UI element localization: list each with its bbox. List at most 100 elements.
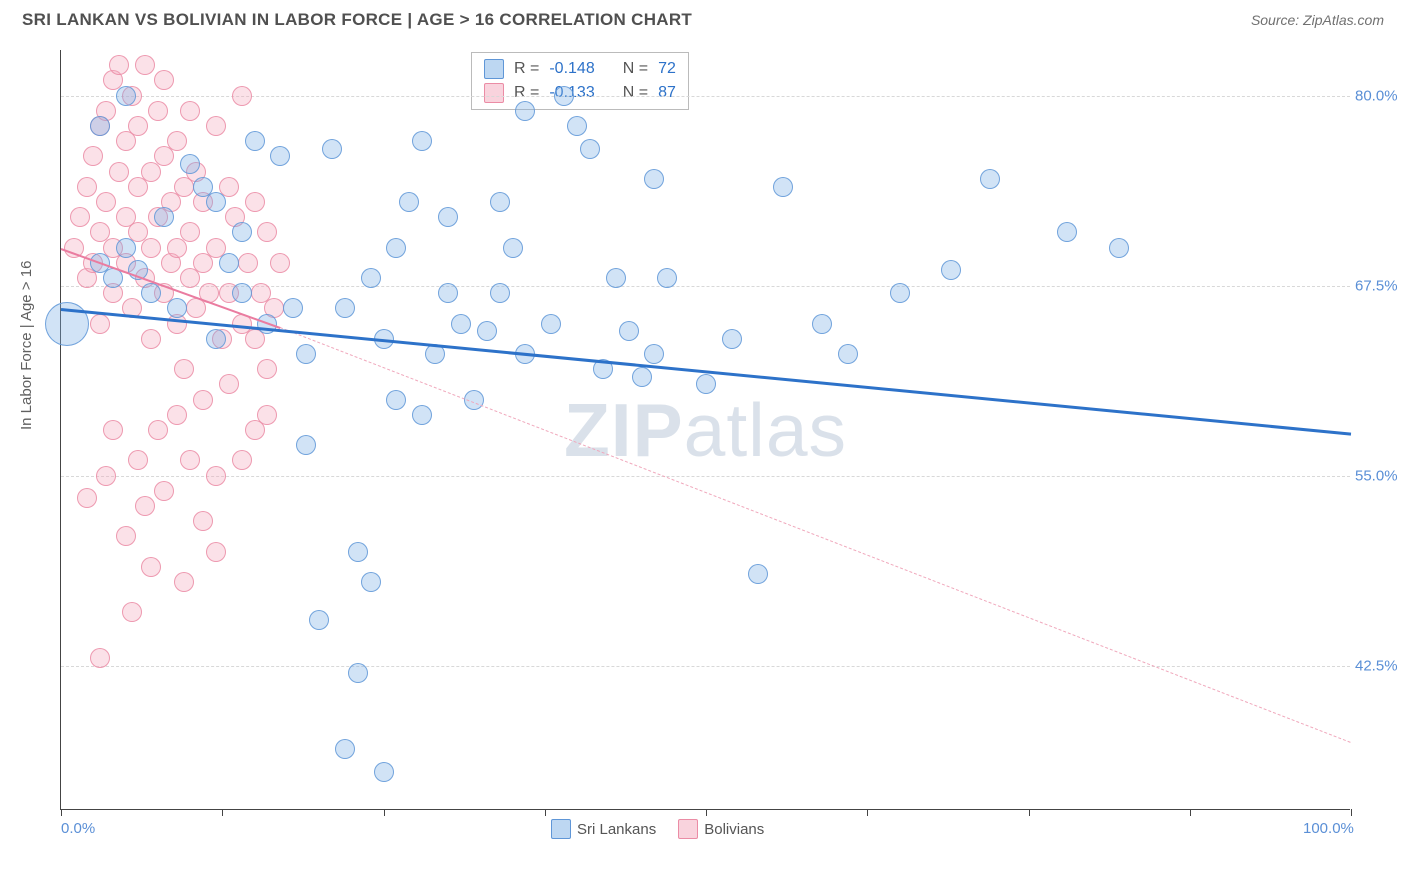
xtick-label: 100.0% bbox=[1303, 820, 1354, 837]
data-point bbox=[438, 283, 458, 303]
ytick-label: 55.0% bbox=[1355, 467, 1406, 484]
data-point bbox=[503, 238, 523, 258]
watermark: ZIPatlas bbox=[564, 387, 847, 473]
data-point bbox=[167, 131, 187, 151]
data-point bbox=[412, 405, 432, 425]
chart-title: SRI LANKAN VS BOLIVIAN IN LABOR FORCE | … bbox=[22, 10, 692, 30]
legend-item-a: Sri Lankans bbox=[551, 819, 656, 839]
data-point bbox=[361, 268, 381, 288]
data-point bbox=[116, 86, 136, 106]
data-point bbox=[296, 344, 316, 364]
data-point bbox=[554, 86, 574, 106]
data-point bbox=[490, 283, 510, 303]
data-point bbox=[141, 283, 161, 303]
data-point bbox=[245, 192, 265, 212]
data-point bbox=[374, 762, 394, 782]
xtick-label: 0.0% bbox=[61, 820, 95, 837]
data-point bbox=[619, 321, 639, 341]
legend-row-series-a: R = -0.148 N = 72 bbox=[484, 57, 676, 81]
correlation-legend: R = -0.148 N = 72 R = -0.133 N = 87 bbox=[471, 52, 689, 110]
data-point bbox=[386, 390, 406, 410]
xtick bbox=[706, 809, 707, 816]
data-point bbox=[83, 146, 103, 166]
data-point bbox=[270, 146, 290, 166]
data-point bbox=[773, 177, 793, 197]
data-point bbox=[77, 177, 97, 197]
data-point bbox=[154, 70, 174, 90]
data-point bbox=[206, 116, 226, 136]
xtick bbox=[545, 809, 546, 816]
data-point bbox=[606, 268, 626, 288]
data-point bbox=[141, 557, 161, 577]
data-point bbox=[180, 154, 200, 174]
data-point bbox=[96, 466, 116, 486]
data-point bbox=[232, 283, 252, 303]
data-point bbox=[219, 253, 239, 273]
data-point bbox=[141, 238, 161, 258]
data-point bbox=[296, 435, 316, 455]
scatter-chart: ZIPatlas R = -0.148 N = 72 R = -0.133 N … bbox=[60, 50, 1350, 810]
data-point bbox=[541, 314, 561, 334]
xtick bbox=[384, 809, 385, 816]
data-point bbox=[70, 207, 90, 227]
source-attribution: Source: ZipAtlas.com bbox=[1251, 12, 1384, 28]
n-value: 72 bbox=[658, 60, 676, 78]
gridline bbox=[61, 476, 1350, 477]
r-value: -0.148 bbox=[549, 60, 594, 78]
data-point bbox=[567, 116, 587, 136]
data-point bbox=[141, 329, 161, 349]
data-point bbox=[135, 55, 155, 75]
data-point bbox=[644, 344, 664, 364]
data-point bbox=[232, 222, 252, 242]
data-point bbox=[180, 450, 200, 470]
y-axis-label: In Labor Force | Age > 16 bbox=[18, 261, 35, 430]
data-point bbox=[890, 283, 910, 303]
data-point bbox=[632, 367, 652, 387]
data-point bbox=[438, 207, 458, 227]
data-point bbox=[335, 298, 355, 318]
data-point bbox=[348, 542, 368, 562]
xtick bbox=[867, 809, 868, 816]
data-point bbox=[90, 648, 110, 668]
data-point bbox=[193, 390, 213, 410]
series-b-label: Bolivians bbox=[704, 821, 764, 838]
data-point bbox=[206, 466, 226, 486]
data-point bbox=[174, 359, 194, 379]
data-point bbox=[206, 542, 226, 562]
data-point bbox=[245, 131, 265, 151]
data-point bbox=[412, 131, 432, 151]
data-point bbox=[180, 222, 200, 242]
data-point bbox=[148, 101, 168, 121]
data-point bbox=[128, 116, 148, 136]
xtick bbox=[1190, 809, 1191, 816]
legend-item-b: Bolivians bbox=[678, 819, 764, 839]
xtick bbox=[1351, 809, 1352, 816]
data-point bbox=[135, 496, 155, 516]
data-point bbox=[722, 329, 742, 349]
data-point bbox=[696, 374, 716, 394]
data-point bbox=[283, 298, 303, 318]
data-point bbox=[270, 253, 290, 273]
data-point bbox=[232, 86, 252, 106]
data-point bbox=[154, 207, 174, 227]
data-point bbox=[148, 420, 168, 440]
series-legend: Sri Lankans Bolivians bbox=[551, 819, 764, 839]
data-point bbox=[232, 450, 252, 470]
data-point bbox=[748, 564, 768, 584]
swatch-series-a-icon bbox=[484, 59, 504, 79]
data-point bbox=[812, 314, 832, 334]
data-point bbox=[451, 314, 471, 334]
ytick-label: 80.0% bbox=[1355, 87, 1406, 104]
swatch-b-icon bbox=[678, 819, 698, 839]
data-point bbox=[206, 192, 226, 212]
data-point bbox=[490, 192, 510, 212]
xtick bbox=[222, 809, 223, 816]
data-point bbox=[77, 488, 97, 508]
swatch-series-b-icon bbox=[484, 83, 504, 103]
data-point bbox=[644, 169, 664, 189]
data-point bbox=[399, 192, 419, 212]
data-point bbox=[154, 481, 174, 501]
ytick-label: 67.5% bbox=[1355, 277, 1406, 294]
data-point bbox=[580, 139, 600, 159]
data-point bbox=[238, 253, 258, 273]
